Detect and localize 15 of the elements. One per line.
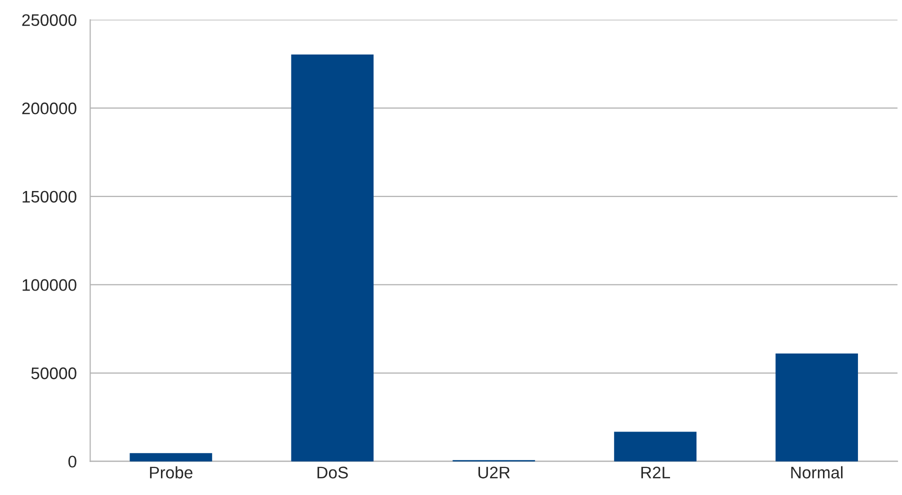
- bar: [614, 432, 696, 462]
- x-tick-label: U2R: [478, 466, 510, 478]
- y-tick-label: 50000: [31, 367, 76, 380]
- y-tick-label: 250000: [22, 14, 76, 26]
- y-tick-label: 100000: [22, 279, 76, 291]
- x-tick-label: Probe: [150, 466, 192, 478]
- y-tick-label: 0: [68, 456, 76, 468]
- x-tick-label: R2L: [641, 466, 670, 478]
- bar: [291, 54, 374, 462]
- bar: [776, 353, 858, 462]
- x-tick-label: Normal: [791, 466, 843, 478]
- x-tick-label: DoS: [318, 466, 348, 478]
- y-tick-label: 200000: [22, 102, 76, 114]
- bar: [130, 453, 212, 462]
- y-tick-label: 150000: [22, 190, 76, 203]
